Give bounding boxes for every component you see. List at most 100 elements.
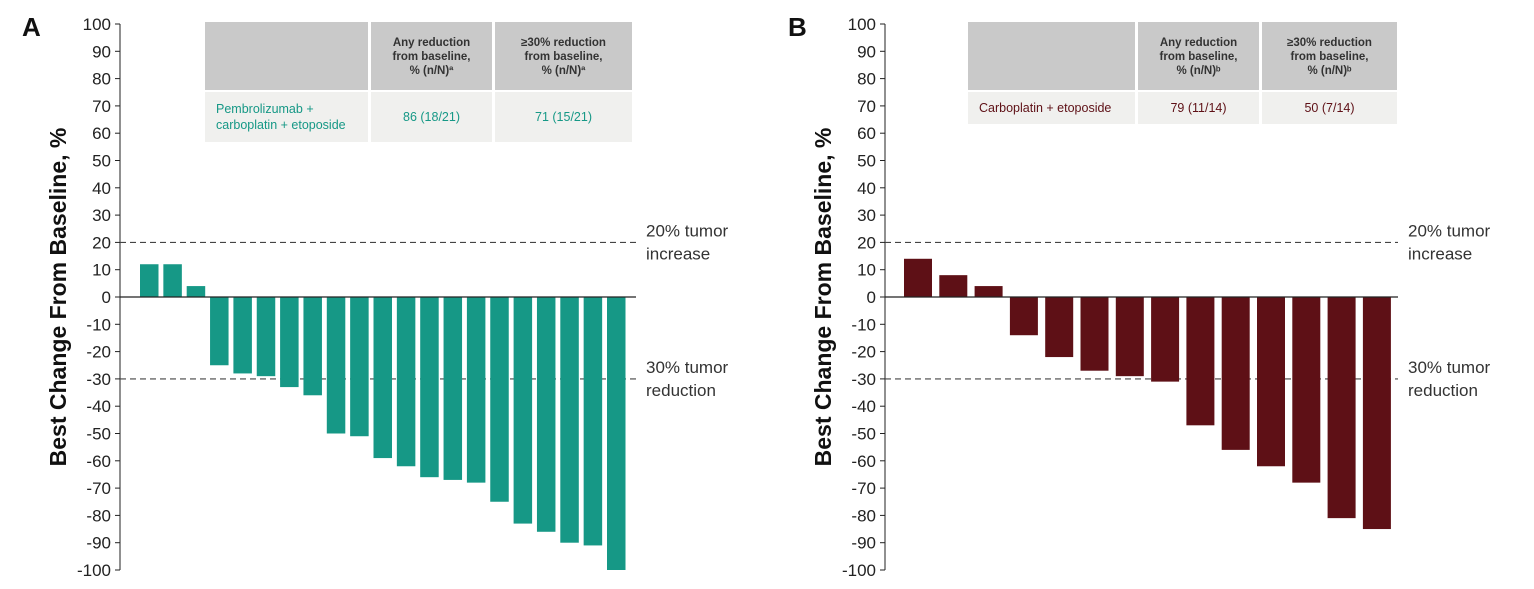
reference-label: reduction [646, 381, 716, 400]
y-tick-label: 70 [92, 97, 111, 116]
y-tick-label: 60 [857, 124, 876, 143]
table-header-cell [205, 22, 368, 90]
y-tick-label: 0 [102, 288, 111, 307]
y-tick-label: -50 [86, 425, 111, 444]
table-30pct-reduction-value: 50 (7/14) [1304, 101, 1354, 115]
bar [210, 297, 229, 366]
y-tick-label: -90 [851, 534, 876, 553]
y-tick-label: 70 [857, 97, 876, 116]
table-row-cell [968, 92, 1135, 124]
y-tick-label: 100 [848, 15, 876, 34]
y-tick-label: -10 [86, 315, 111, 334]
bar [1045, 297, 1074, 358]
y-tick-label: -20 [851, 343, 876, 362]
table-header-cell [1138, 22, 1259, 90]
bar [1257, 297, 1285, 467]
y-tick-label: 30 [857, 206, 876, 225]
table-row-label: Carboplatin + etoposide [979, 101, 1111, 115]
y-tick-label: 90 [92, 42, 111, 61]
table-header-label: ≥30% reduction from baseline,% (n/N)ᵇ [1287, 37, 1372, 77]
y-tick-label: 50 [92, 152, 111, 171]
y-tick-label: 10 [857, 261, 876, 280]
bar [1292, 297, 1321, 483]
y-tick-label: -50 [851, 425, 876, 444]
y-tick-label: -100 [77, 561, 111, 580]
bar [303, 297, 322, 396]
y-tick-label: -60 [851, 452, 876, 471]
y-tick-label: -100 [842, 561, 876, 580]
table-any-reduction-value: 86 (18/21) [403, 110, 460, 124]
y-tick-label: 0 [867, 288, 876, 307]
y-tick-label: -60 [86, 452, 111, 471]
table-header-label: Any reduction from baseline,% (n/N)ᵇ [1160, 37, 1238, 77]
bar [536, 297, 556, 532]
bar [186, 286, 206, 297]
bar [256, 297, 276, 377]
table-row-cell [371, 92, 492, 142]
bar [513, 297, 533, 524]
y-tick-label: 20 [92, 233, 111, 252]
bar [1221, 297, 1250, 450]
bar [939, 275, 968, 297]
bar [974, 286, 1003, 297]
y-tick-label: -40 [86, 397, 111, 416]
table-row-label: Pembrolizumab + carboplatin + etoposide [216, 102, 346, 132]
table-header-cell [968, 22, 1135, 90]
y-tick-label: -80 [851, 506, 876, 525]
y-tick-label: 80 [92, 70, 111, 89]
reference-label: 30% tumor [646, 358, 729, 377]
y-tick-label: -30 [851, 370, 876, 389]
table-row-cell [1138, 92, 1259, 124]
y-tick-label: 40 [92, 179, 111, 198]
bar [1362, 297, 1391, 530]
bar [1186, 297, 1215, 426]
y-tick-label: -40 [851, 397, 876, 416]
bar [420, 297, 439, 478]
y-tick-label: 30 [92, 206, 111, 225]
bar [1009, 297, 1038, 336]
y-tick-label: -20 [86, 343, 111, 362]
table-header-cell [371, 22, 492, 90]
y-tick-label: 80 [857, 70, 876, 89]
y-tick-label: 10 [92, 261, 111, 280]
bar [1115, 297, 1144, 377]
bar [140, 264, 159, 297]
bar [1151, 297, 1180, 382]
y-tick-label: 60 [92, 124, 111, 143]
bar [280, 297, 299, 388]
table-header-label: Any reduction from baseline,% (n/N)ª [393, 37, 471, 77]
panel-letter: A [22, 12, 41, 42]
bar [583, 297, 603, 546]
reference-label: 30% tumor [1408, 358, 1491, 377]
y-tick-label: -70 [851, 479, 876, 498]
y-tick-label: -90 [86, 534, 111, 553]
y-tick-label: -10 [851, 315, 876, 334]
bar [607, 297, 626, 570]
y-tick-label: -80 [86, 506, 111, 525]
y-axis-label: Best Change From Baseline, % [45, 128, 71, 467]
panel-letter: B [788, 12, 807, 42]
table-30pct-reduction-value: 71 (15/21) [535, 110, 592, 124]
bar [233, 297, 252, 374]
bar [560, 297, 579, 543]
table-header-cell [495, 22, 632, 90]
table-header-label: ≥30% reduction from baseline,% (n/N)ª [521, 37, 606, 77]
y-tick-label: 90 [857, 42, 876, 61]
y-tick-label: 40 [857, 179, 876, 198]
bar [163, 264, 182, 297]
bar [1080, 297, 1109, 371]
bar [326, 297, 346, 434]
table-row-cell [205, 92, 368, 142]
table-row-cell [495, 92, 632, 142]
reference-label: 20% tumor [646, 221, 729, 240]
bar [466, 297, 486, 483]
bar [396, 297, 416, 467]
reference-label: 20% tumor [1408, 221, 1491, 240]
y-tick-label: -70 [86, 479, 111, 498]
bar [904, 258, 932, 297]
bar [373, 297, 392, 459]
y-tick-label: 20 [857, 233, 876, 252]
